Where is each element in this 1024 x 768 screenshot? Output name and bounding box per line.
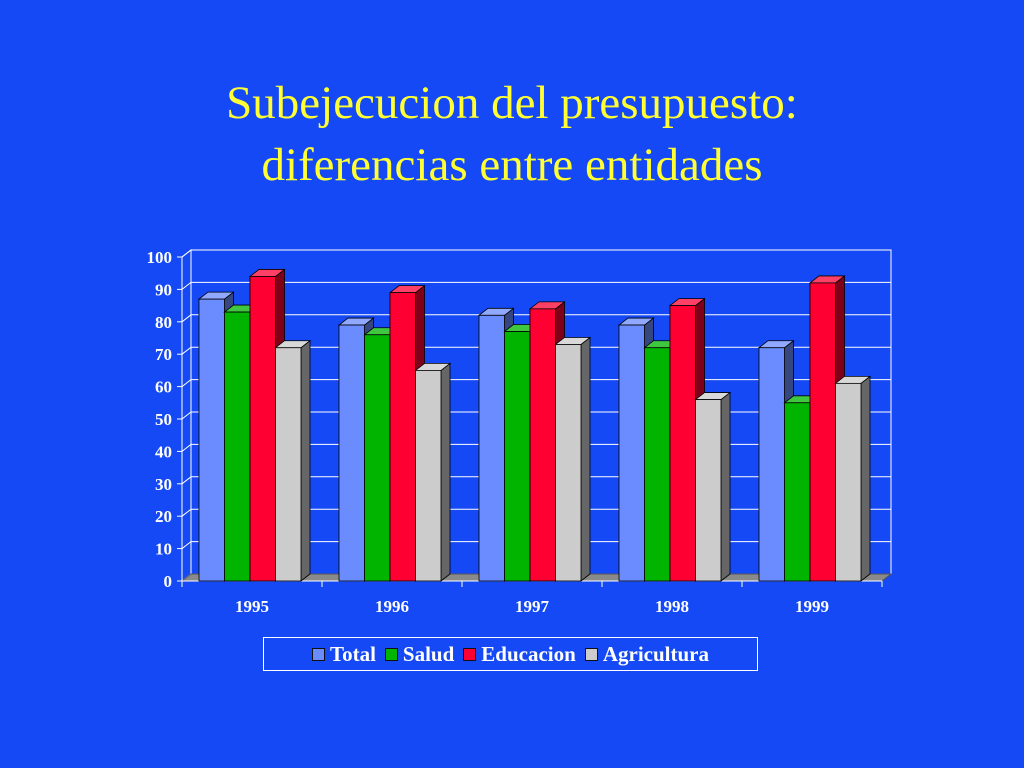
gridline (181, 281, 891, 290)
y-tick-label: 0 (164, 572, 173, 591)
bar-educacion-1999 (809, 282, 836, 582)
bar-agricultura-1999 (835, 382, 862, 582)
bar-side (860, 375, 871, 582)
y-tick-label: 70 (155, 345, 172, 364)
x-tick-label: 1998 (655, 597, 689, 616)
bar-educacion-1998 (669, 305, 696, 582)
y-tick-label: 60 (155, 378, 172, 397)
y-tick-label: 90 (155, 280, 172, 299)
gridline (181, 249, 891, 258)
bar-total-1996 (338, 324, 365, 582)
y-tick-label: 10 (155, 540, 172, 559)
gridline (181, 314, 891, 323)
bar-salud-1997 (504, 331, 531, 582)
bar-agricultura-1995 (275, 347, 302, 582)
bar-side (300, 339, 311, 582)
y-tick-label: 40 (155, 442, 172, 461)
bar-total-1999 (758, 347, 785, 582)
bar-educacion-1997 (529, 308, 556, 582)
slide-title-line-1: Subejecucion del presupuesto: (226, 77, 798, 129)
bar-total-1997 (478, 314, 505, 582)
bar-side (440, 362, 451, 582)
legend-swatch (384, 647, 398, 661)
x-tick-label: 1997 (515, 597, 550, 616)
bar-agricultura-1996 (415, 369, 442, 582)
chart-legend: Total Salud Educacion Agricultura (263, 637, 758, 671)
bar-salud-1999 (784, 402, 811, 582)
x-tick-label: 1999 (795, 597, 829, 616)
legend-swatch (463, 647, 477, 661)
bar-side (580, 336, 591, 582)
legend-label: Salud (402, 641, 455, 666)
slide-title-line-2: diferencias entre entidades (261, 139, 763, 191)
y-tick-label: 30 (155, 475, 172, 494)
y-tick-label: 50 (155, 410, 172, 429)
legend-swatch (584, 647, 598, 661)
legend-swatch (312, 647, 325, 661)
bar-agricultura-1997 (555, 344, 582, 582)
bar-salud-1996 (364, 334, 391, 582)
y-tick-label: 80 (155, 313, 172, 332)
bar-salud-1995 (224, 311, 251, 582)
legend-item-educacion: Educacion (463, 642, 576, 667)
legend-label: Educacion (481, 641, 576, 666)
bar-side (720, 391, 731, 582)
bar-salud-1998 (644, 347, 671, 582)
legend-item-agricultura: Agricultura (584, 641, 709, 667)
bar-agricultura-1998 (695, 399, 722, 582)
bar-educacion-1995 (249, 276, 276, 582)
slide-title: Subejecucion del presupuesto: diferencia… (0, 72, 1024, 196)
bar-total-1995 (198, 298, 225, 582)
legend-item-total: Total (312, 642, 376, 667)
x-tick-label: 1995 (235, 597, 269, 616)
legend-item-salud: Salud (384, 641, 455, 667)
legend-label: Agricultura (602, 641, 709, 666)
bar-total-1998 (618, 324, 645, 582)
y-tick-label: 20 (155, 507, 172, 526)
x-tick-label: 1996 (375, 597, 409, 616)
legend-label: Total (330, 641, 376, 666)
bar-educacion-1996 (389, 292, 416, 582)
y-tick-label: 100 (147, 248, 173, 267)
